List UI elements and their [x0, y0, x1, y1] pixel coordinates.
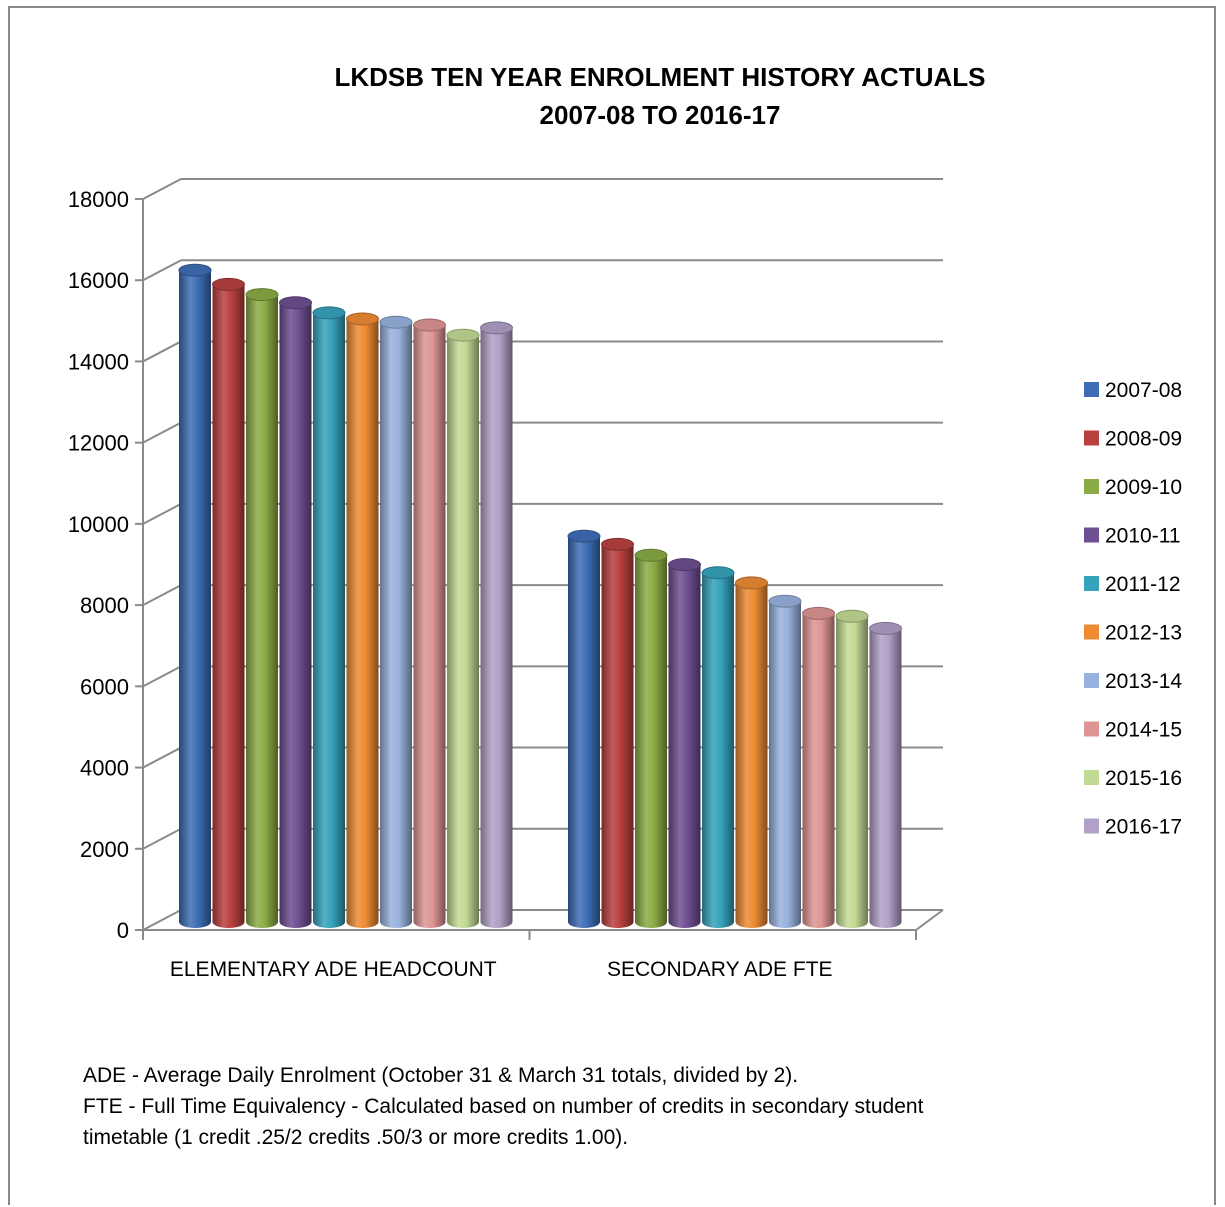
bar: [701, 566, 735, 928]
legend-swatch: [1084, 576, 1099, 591]
note-fte-continued: timetable (1 credit .25/2 credits .50/3 …: [83, 1126, 629, 1149]
bar: [480, 321, 513, 928]
chart-title-line-2: 2007-08 TO 2016-17: [539, 100, 781, 130]
chart-frame: [8, 6, 1216, 1205]
note-fte: FTE - Full Time Equivalency - Calculated…: [83, 1095, 924, 1118]
gridline-depth: [142, 827, 182, 850]
gridline-depth: [142, 421, 182, 444]
bar: [279, 296, 312, 928]
bar: [178, 263, 212, 928]
bar: [346, 312, 379, 928]
chart-title-line-1: LKDSB TEN YEAR ENROLMENT HISTORY ACTUALS: [334, 62, 986, 92]
gridline-depth: [142, 584, 182, 606]
legend-swatch: [1084, 479, 1099, 494]
y-tick-label: 18000: [68, 187, 129, 212]
gridline-depth: [142, 665, 182, 688]
legend-label: 2009-10: [1105, 476, 1182, 499]
legend-item: 2010-11: [1084, 525, 1181, 548]
legend-label: 2014-15: [1105, 719, 1182, 742]
gridline-depth: [142, 340, 182, 363]
bar: [312, 306, 346, 928]
y-tick-label: 16000: [68, 268, 129, 293]
y-tick-label: 12000: [68, 431, 129, 456]
legend-label: 2015-16: [1105, 767, 1182, 790]
bar: [835, 609, 869, 928]
legend-item: 2008-09: [1084, 428, 1182, 451]
legend: 2007-08 2008-09 2009-10 2010-11 2011-12 2012-…: [1084, 379, 1182, 839]
legend-label: 2016-17: [1105, 816, 1182, 839]
note-ade: ADE - Average Daily Enrolment (October 3…: [83, 1064, 799, 1087]
y-tick-label: 14000: [68, 349, 129, 374]
y-tick-label: 0: [117, 918, 129, 943]
legend-item: 2016-17: [1084, 816, 1182, 839]
legend-item: 2011-12: [1084, 573, 1181, 596]
category-label: SECONDARY ADE FTE: [607, 958, 833, 981]
bar: [413, 318, 446, 928]
bars-layer: [178, 263, 902, 929]
axis-layer: 0 2000 4000 6000 8000 10000 12000 14000 16000 180…: [68, 187, 944, 981]
floor-edge: [915, 909, 944, 931]
legend-item: 2015-16: [1084, 767, 1182, 790]
y-tick-label: 6000: [80, 674, 129, 699]
y-tick-label: 10000: [68, 512, 129, 537]
bar: [379, 315, 413, 928]
legend-swatch: [1084, 527, 1099, 543]
bar: [245, 288, 279, 929]
gridline-depth: [142, 909, 182, 931]
bar: [869, 621, 902, 928]
gridline-depth: [142, 503, 182, 525]
bar: [768, 594, 802, 928]
legend-label: 2007-08: [1105, 379, 1182, 402]
y-tick-label: 4000: [80, 756, 129, 781]
bar: [735, 576, 768, 928]
y-tick-label: 8000: [80, 593, 129, 618]
legend-swatch: [1084, 721, 1099, 737]
legend-label: 2010-11: [1105, 525, 1181, 548]
legend-label: 2013-14: [1105, 670, 1182, 693]
gridline-depth: [142, 259, 182, 282]
y-tick-label: 2000: [80, 837, 129, 862]
bar: [802, 606, 835, 928]
bar: [601, 537, 634, 928]
bar: [446, 328, 480, 928]
legend-item: 2012-13: [1084, 622, 1182, 645]
bar: [567, 529, 601, 928]
legend-swatch: [1084, 770, 1099, 785]
legend-item: 2014-15: [1084, 719, 1182, 742]
legend-item: 2013-14: [1084, 670, 1182, 693]
legend-swatch: [1084, 673, 1099, 688]
gridline-depth: [142, 178, 182, 200]
gridline-depth: [142, 746, 182, 769]
bar: [212, 277, 245, 928]
legend-swatch: [1084, 430, 1099, 446]
legend-item: 2007-08: [1084, 379, 1182, 402]
chart-title: LKDSB TEN YEAR ENROLMENT HISTORY ACTUALS…: [260, 58, 1060, 134]
bar: [634, 548, 668, 928]
legend-swatch: [1084, 818, 1099, 834]
legend-label: 2012-13: [1105, 622, 1182, 645]
category-label: ELEMENTARY ADE HEADCOUNT: [170, 958, 497, 981]
legend-label: 2011-12: [1105, 573, 1181, 596]
notes: ADE - Average Daily Enrolment (October 3…: [83, 1060, 1143, 1153]
legend-label: 2008-09: [1105, 428, 1182, 451]
legend-swatch: [1084, 624, 1099, 640]
legend-item: 2009-10: [1084, 476, 1182, 499]
bar: [668, 558, 701, 928]
legend-swatch: [1084, 382, 1099, 397]
